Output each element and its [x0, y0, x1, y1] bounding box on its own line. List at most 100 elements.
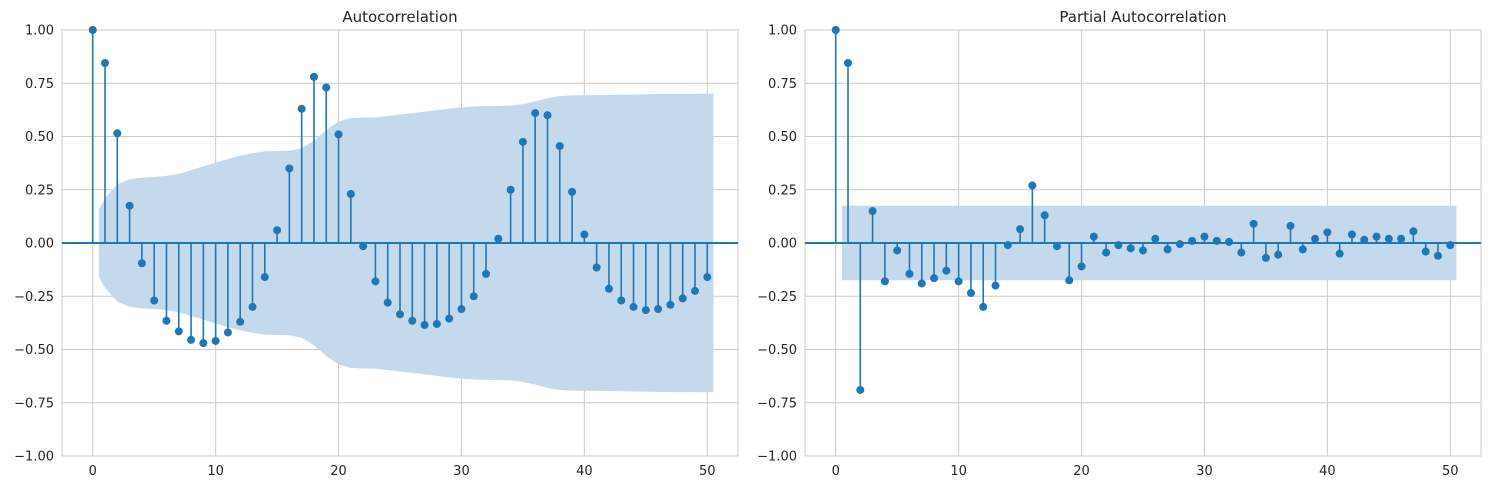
stem-marker	[1433, 251, 1442, 260]
stem-marker	[1298, 245, 1307, 254]
stem-marker	[137, 259, 146, 268]
stem-marker	[1114, 241, 1123, 250]
y-tick-label: 0.75	[25, 77, 54, 92]
stem-marker	[856, 385, 865, 394]
stem-marker	[359, 242, 368, 251]
stem-marker	[383, 298, 392, 307]
x-tick-label: 0	[832, 464, 840, 479]
y-tick-label: 0.75	[768, 77, 797, 92]
stem-marker	[1089, 232, 1098, 241]
stem-marker	[457, 305, 466, 314]
stem-marker	[531, 109, 540, 118]
stem-marker	[592, 263, 601, 272]
stem-marker	[580, 230, 589, 239]
stem-marker	[518, 137, 527, 146]
y-tick-label: 1.00	[768, 24, 797, 39]
stem-marker	[1335, 249, 1344, 258]
stem-marker	[666, 300, 675, 309]
y-tick-label: 0.00	[768, 237, 797, 252]
stem-marker	[101, 59, 110, 68]
pacf-panel: −1.00 −0.75 −0.50 −0.25 0.00 0.25 0.50 0.75 1.00…	[757, 8, 1482, 479]
stem-marker	[966, 289, 975, 298]
x-tick-label: 50	[699, 464, 716, 479]
stem-marker	[831, 26, 840, 34]
stem-marker	[162, 316, 171, 325]
x-tick-label: 0	[89, 464, 97, 479]
stem-marker	[248, 302, 257, 311]
stem-marker	[555, 142, 564, 151]
stem-marker	[285, 164, 294, 173]
stem-marker	[408, 316, 417, 325]
stem-marker	[432, 319, 441, 328]
stem-marker	[494, 234, 503, 243]
stem-marker	[482, 269, 491, 278]
stem-marker	[125, 201, 134, 210]
x-tick-label: 50	[1442, 464, 1459, 479]
stem-marker	[629, 302, 638, 311]
stem-marker	[1323, 228, 1332, 237]
stem-marker	[297, 104, 306, 113]
acf-panel: −1.00 −0.75 −0.50 −0.25 0.00 0.25 0.50 0.75 1.00…	[14, 8, 739, 479]
stem-marker	[1188, 236, 1197, 245]
stem-marker	[1028, 181, 1037, 190]
stem-marker	[1347, 230, 1356, 239]
x-tick-label: 20	[1073, 464, 1090, 479]
stem-marker	[113, 129, 122, 138]
stem-marker	[1151, 234, 1160, 243]
x-tick-label: 30	[453, 464, 470, 479]
stem-marker	[199, 339, 208, 348]
stem-marker	[396, 310, 404, 319]
stem-marker	[1163, 245, 1172, 254]
y-tick-label: −0.25	[757, 290, 797, 305]
stem-marker	[1360, 235, 1369, 244]
stem-marker	[1003, 241, 1012, 250]
stem-marker	[1175, 240, 1184, 249]
stem-marker	[893, 246, 902, 255]
x-tick-label: 30	[1196, 464, 1213, 479]
stem-marker	[868, 207, 877, 216]
stem-marker	[1261, 253, 1270, 262]
stem-marker	[150, 296, 159, 305]
stem-marker	[617, 296, 626, 305]
stem-marker	[844, 59, 853, 68]
stem-marker	[1237, 248, 1246, 257]
stem-marker	[917, 279, 926, 288]
stem-marker	[211, 336, 220, 345]
stem-marker	[469, 292, 478, 301]
y-tick-label: −1.00	[14, 450, 54, 465]
stem-marker	[1200, 232, 1209, 241]
stem-marker	[420, 321, 429, 330]
y-tick-label: 0.00	[25, 237, 54, 252]
stem-marker	[187, 335, 196, 344]
stem-marker	[568, 187, 577, 196]
stem-marker	[954, 277, 963, 286]
stem-marker	[1040, 211, 1049, 220]
stem-marker	[1372, 232, 1381, 241]
y-tick-label: −0.50	[757, 343, 797, 358]
y-tick-label: 1.00	[25, 24, 54, 39]
stem-marker	[1274, 250, 1283, 259]
stem-marker	[942, 266, 951, 275]
stem-marker	[223, 328, 232, 337]
stem-marker	[979, 302, 988, 311]
stem-marker	[1016, 225, 1025, 234]
y-tick-label: −0.25	[14, 290, 54, 305]
stem-marker	[654, 305, 663, 314]
x-tick-label: 10	[950, 464, 967, 479]
stem-marker	[1286, 221, 1295, 230]
stem-marker	[1421, 247, 1430, 256]
stem-marker	[371, 277, 380, 286]
y-tick-label: −0.50	[14, 343, 54, 358]
stem-marker	[880, 277, 889, 286]
y-tick-label: 0.25	[768, 183, 797, 198]
stem-marker	[1249, 219, 1258, 228]
stem-marker	[174, 327, 183, 336]
stem-marker	[88, 26, 97, 34]
stem-marker	[1065, 276, 1074, 285]
stem-marker	[1311, 234, 1320, 243]
stem-marker	[641, 306, 650, 315]
stem-marker	[930, 274, 939, 283]
stem-marker	[703, 273, 712, 282]
stem-marker	[1384, 234, 1393, 243]
